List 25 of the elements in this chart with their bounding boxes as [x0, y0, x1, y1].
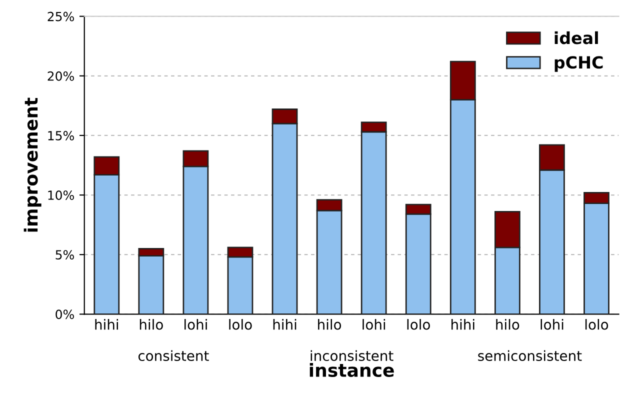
x-tick-label: lohi: [184, 319, 207, 330]
x-tick-label: lohi: [362, 319, 386, 330]
y-tick-label: 15%: [48, 130, 74, 140]
x-axis-title: instance: [310, 363, 394, 377]
x-tick-label: hilo: [140, 319, 163, 330]
y-tick-label: 0%: [56, 310, 74, 320]
x-tick-label: hihi: [451, 319, 474, 330]
legend-label: ideal: [554, 31, 598, 44]
y-axis-title: improvement: [24, 98, 42, 232]
x-tick-label: hihi: [95, 319, 118, 330]
x-tick-label: hihi: [273, 319, 296, 330]
x-tick-label: hilo: [496, 319, 520, 330]
x-tick-label: lolo: [585, 319, 608, 330]
y-tick-label: 20%: [48, 71, 74, 81]
text: inconsistent: [310, 350, 394, 362]
y-tick-label: 25%: [48, 12, 74, 22]
x-tick-label: lolo: [407, 319, 430, 330]
text: semiconsistent: [478, 350, 582, 362]
x-tick-label: hilo: [318, 319, 342, 330]
y-tick-label: 5%: [56, 250, 74, 260]
text: consistent: [138, 350, 209, 362]
legend-label: pCHC: [554, 56, 603, 72]
x-tick-label: lolo: [229, 319, 252, 330]
y-tick-label: 10%: [48, 190, 74, 200]
x-tick-label: lohi: [540, 319, 564, 330]
